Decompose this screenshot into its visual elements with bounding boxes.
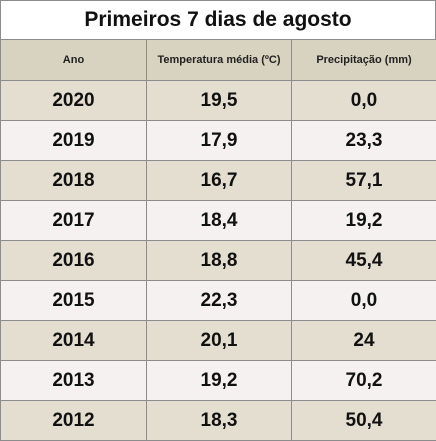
table-row: 2014 20,1 24	[1, 321, 436, 361]
cell-precipitation: 57,1	[292, 161, 436, 201]
header-precipitation: Precipitação (mm)	[292, 40, 436, 81]
cell-year: 2019	[1, 121, 147, 161]
cell-precipitation: 23,3	[292, 121, 436, 161]
table-title: Primeiros 7 dias de agosto	[0, 0, 436, 39]
cell-year: 2015	[1, 281, 147, 321]
cell-precipitation: 19,2	[292, 201, 436, 241]
table-row: 2012 18,3 50,4	[1, 401, 436, 441]
cell-temperature: 16,7	[147, 161, 292, 201]
header-row: Ano Temperatura média (ºC) Precipitação …	[1, 40, 436, 81]
cell-year: 2016	[1, 241, 147, 281]
cell-precipitation: 0,0	[292, 281, 436, 321]
table-row: 2020 19,5 0,0	[1, 81, 436, 121]
cell-precipitation: 24	[292, 321, 436, 361]
cell-temperature: 22,3	[147, 281, 292, 321]
cell-precipitation: 45,4	[292, 241, 436, 281]
cell-temperature: 18,3	[147, 401, 292, 441]
table-row: 2016 18,8 45,4	[1, 241, 436, 281]
table-row: 2018 16,7 57,1	[1, 161, 436, 201]
table-row: 2013 19,2 70,2	[1, 361, 436, 401]
table-row: 2017 18,4 19,2	[1, 201, 436, 241]
cell-year: 2012	[1, 401, 147, 441]
cell-temperature: 18,8	[147, 241, 292, 281]
header-temperature: Temperatura média (ºC)	[147, 40, 292, 81]
cell-precipitation: 70,2	[292, 361, 436, 401]
cell-year: 2018	[1, 161, 147, 201]
table-row: 2019 17,9 23,3	[1, 121, 436, 161]
cell-year: 2014	[1, 321, 147, 361]
table-row: 2015 22,3 0,0	[1, 281, 436, 321]
cell-year: 2017	[1, 201, 147, 241]
cell-precipitation: 50,4	[292, 401, 436, 441]
cell-temperature: 17,9	[147, 121, 292, 161]
header-year: Ano	[1, 40, 147, 81]
cell-year: 2020	[1, 81, 147, 121]
cell-temperature: 18,4	[147, 201, 292, 241]
cell-precipitation: 0,0	[292, 81, 436, 121]
cell-temperature: 19,2	[147, 361, 292, 401]
cell-temperature: 20,1	[147, 321, 292, 361]
cell-temperature: 19,5	[147, 81, 292, 121]
data-table: Ano Temperatura média (ºC) Precipitação …	[0, 39, 436, 441]
cell-year: 2013	[1, 361, 147, 401]
